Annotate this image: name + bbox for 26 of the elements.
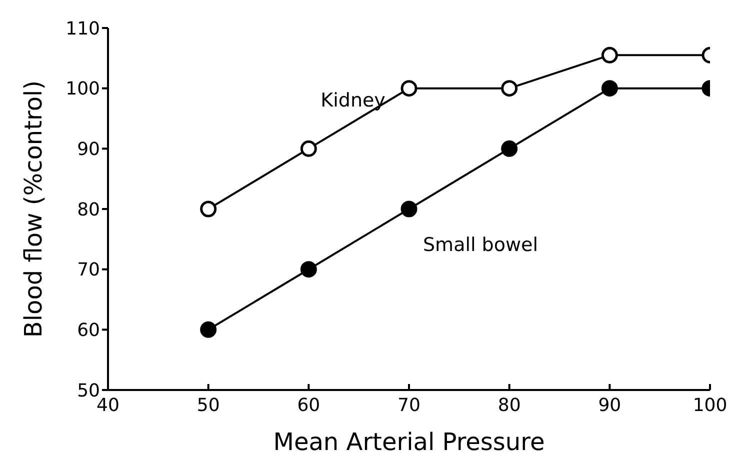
x-tick-label: 60 [297,394,320,416]
x-tick-label: 50 [196,394,220,416]
point [200,321,217,338]
x-tick-label: 100 [692,394,728,416]
point [300,261,317,278]
point [501,80,518,97]
series-label: Small bowel [423,234,538,256]
x-tick-label: 80 [498,394,521,416]
x-tick-label: 90 [598,394,622,416]
y-tick-label: 70 [77,260,100,281]
y-tick-label: 100 [66,78,100,100]
y-tick-label: 80 [77,199,100,220]
y-tick-label: 90 [77,139,100,160]
x-tick-label: 70 [398,394,420,416]
series-label: Kidney [320,90,386,112]
point [601,80,618,97]
point [501,140,518,157]
point [200,200,217,218]
point [400,200,418,218]
y-axis-title: Blood flow (%control) [20,80,48,338]
x-axis-title: Mean Arterial Pressure [273,428,545,456]
y-tick-label: 60 [77,320,100,342]
point [300,140,317,157]
point [400,80,418,97]
y-tick-label: 110 [66,18,100,40]
point [601,46,618,64]
